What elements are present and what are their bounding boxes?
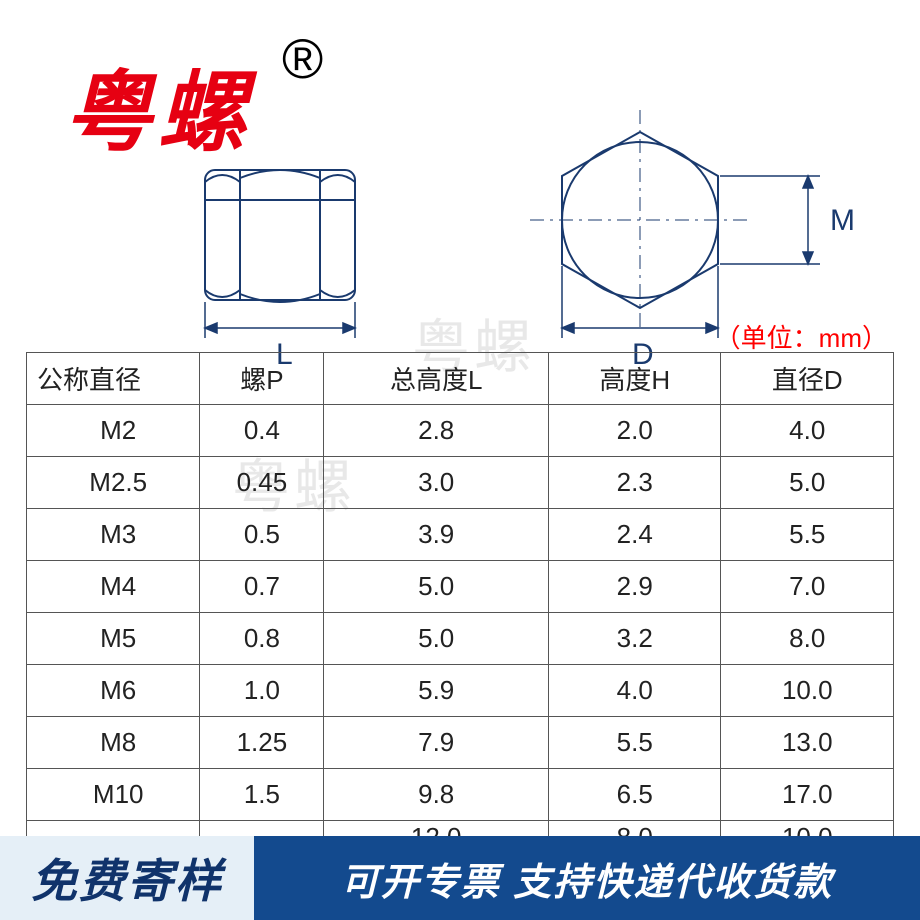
table-cell: 1.5: [200, 769, 324, 821]
table-cell: 13.0: [721, 717, 894, 769]
table-cell: 5.9: [324, 665, 549, 717]
table-cell: 7.9: [324, 717, 549, 769]
table-cell: 2.3: [549, 457, 721, 509]
table-cell: 2.8: [324, 405, 549, 457]
table-row: M101.59.86.517.0: [27, 769, 894, 821]
unit-label: （单位：mm）: [715, 318, 888, 355]
table-cell: 0.8: [200, 613, 324, 665]
table-cell: 5.0: [721, 457, 894, 509]
table-cell: 3.0: [324, 457, 549, 509]
table-cell: M8: [27, 717, 200, 769]
table-cell: 3.9: [324, 509, 549, 561]
table-cell: M4: [27, 561, 200, 613]
table-cell: M10: [27, 769, 200, 821]
table-cell: M2.5: [27, 457, 200, 509]
table-row: M50.85.03.28.0: [27, 613, 894, 665]
table-cell: 5.0: [324, 561, 549, 613]
table-row: M30.53.92.45.5: [27, 509, 894, 561]
footer-left: 免费寄样: [0, 836, 254, 920]
table-cell: 6.5: [549, 769, 721, 821]
table-row: M40.75.02.97.0: [27, 561, 894, 613]
table-cell: 17.0: [721, 769, 894, 821]
table-cell: M3: [27, 509, 200, 561]
table-cell: 7.0: [721, 561, 894, 613]
table-cell: 4.0: [549, 665, 721, 717]
table-cell: 1.25: [200, 717, 324, 769]
table-cell: 5.5: [549, 717, 721, 769]
col-header: 螺P: [200, 353, 324, 405]
table-cell: 3.2: [549, 613, 721, 665]
table-row: M81.257.95.513.0: [27, 717, 894, 769]
table-cell: 0.5: [200, 509, 324, 561]
table-cell: M2: [27, 405, 200, 457]
table-cell: 5.0: [324, 613, 549, 665]
table-cell: 10.0: [721, 665, 894, 717]
table-cell: 0.7: [200, 561, 324, 613]
table-cell: 8.0: [721, 613, 894, 665]
table-cell: 4.0: [721, 405, 894, 457]
table-header-row: 公称直径 螺P 总高度L 高度H 直径D: [27, 353, 894, 405]
table-row: M20.42.82.04.0: [27, 405, 894, 457]
col-header: 高度H: [549, 353, 721, 405]
table-cell: 1.0: [200, 665, 324, 717]
table-cell: 2.0: [549, 405, 721, 457]
table-cell: M6: [27, 665, 200, 717]
table-cell: 5.5: [721, 509, 894, 561]
col-header: 总高度L: [324, 353, 549, 405]
col-header: 直径D: [721, 353, 894, 405]
table-cell: 2.4: [549, 509, 721, 561]
table-cell: 2.9: [549, 561, 721, 613]
table-row: M2.50.453.02.35.0: [27, 457, 894, 509]
table-cell: 0.45: [200, 457, 324, 509]
table-row: M61.05.94.010.0: [27, 665, 894, 717]
label-M: M: [830, 204, 855, 237]
footer-banner: 免费寄样 可开专票 支持快递代收货款: [0, 836, 920, 920]
table-cell: M5: [27, 613, 200, 665]
footer-right: 可开专票 支持快递代收货款: [254, 836, 920, 920]
spec-table: 公称直径 螺P 总高度L 高度H 直径D M20.42.82.04.0M2.50…: [26, 352, 894, 855]
col-header: 公称直径: [27, 353, 200, 405]
table-cell: 0.4: [200, 405, 324, 457]
table-cell: 9.8: [324, 769, 549, 821]
